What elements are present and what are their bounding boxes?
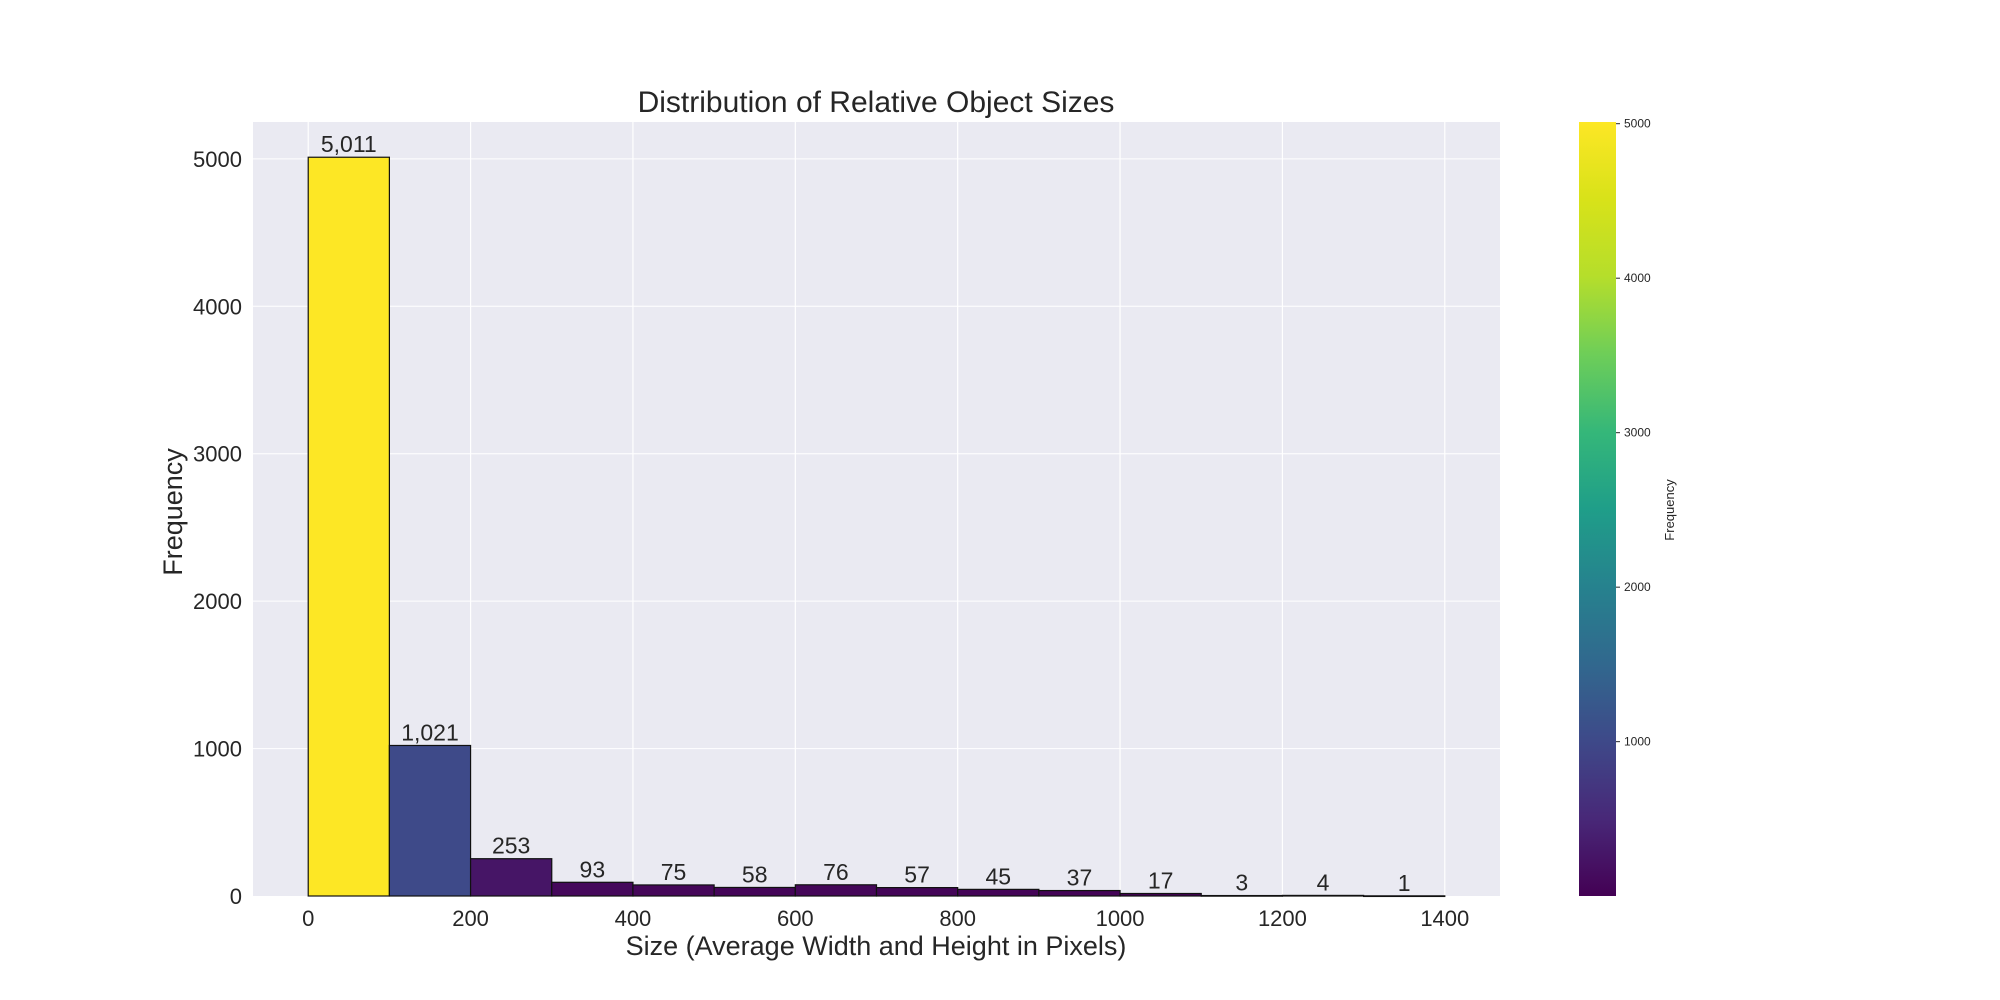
histogram-bar: [957, 888, 1040, 897]
histogram-bar: [307, 156, 390, 897]
colorbar-tick-label: 5000: [1624, 117, 1651, 131]
y-axis-label: Frequency: [158, 448, 188, 576]
x-tick-label: 1000: [1096, 906, 1145, 931]
histogram-bar: [1363, 895, 1446, 898]
y-tick-label: 1000: [193, 737, 242, 762]
x-tick-label: 400: [615, 906, 652, 931]
x-tick-label: 1400: [1420, 906, 1469, 931]
bar-value-label: 1: [1398, 870, 1411, 896]
bar-value-label: 93: [580, 856, 606, 882]
histogram-bar: [1038, 889, 1121, 897]
y-tick-label: 4000: [193, 294, 242, 319]
histogram-bar: [713, 886, 796, 897]
bar-value-label: 75: [661, 859, 687, 885]
histogram-bar: [551, 881, 634, 897]
x-tick-label: 200: [452, 906, 489, 931]
bar-value-label: 58: [742, 861, 768, 887]
y-axis-ticks: 0 1000 2000 3000 4000 5000: [193, 147, 242, 909]
bar-value-label: 76: [823, 859, 849, 885]
x-axis-ticks: 0 200 400 600 800 1000 1200 1400: [302, 906, 1469, 931]
bar-value-label: 45: [985, 863, 1011, 889]
y-tick-label: 0: [230, 884, 242, 909]
colorbar-tick-label: 3000: [1624, 426, 1651, 440]
colorbar-tick-label: 4000: [1624, 271, 1651, 285]
colorbar-tick-label: 1000: [1624, 735, 1651, 749]
bar-value-label: 17: [1148, 867, 1174, 893]
colorbar-label: Frequency: [1662, 479, 1677, 541]
x-tick-label: 600: [777, 906, 814, 931]
bar-value-labels: 5,011 1,021 253 93 75 58 76 57 45 37 17 3 4 1: [321, 131, 1411, 896]
bar-value-label: 5,011: [321, 131, 377, 157]
x-tick-label: 800: [939, 906, 976, 931]
histogram-bar: [388, 744, 472, 897]
y-tick-label: 2000: [193, 589, 242, 614]
bar-value-label: 57: [904, 862, 930, 888]
colorbar-tick-label: 2000: [1624, 580, 1651, 594]
y-tick-label: 3000: [193, 442, 242, 467]
grid-lines: [253, 122, 1500, 896]
histogram-bar: [1281, 894, 1365, 897]
chart-title: Distribution of Relative Object Sizes: [638, 86, 1115, 119]
x-tick-label: 1200: [1258, 906, 1307, 931]
colorbar-ticks: 1000 2000 3000 4000 5000: [1616, 117, 1651, 749]
bar-value-label: 4: [1317, 869, 1330, 895]
x-axis-label: Size (Average Width and Height in Pixels…: [626, 931, 1127, 961]
histogram-bar: [875, 886, 959, 897]
bar-value-label: 253: [492, 833, 530, 859]
histogram-bar: [1119, 892, 1202, 897]
bar-value-label: 1,021: [401, 719, 459, 745]
colorbar: [1579, 122, 1616, 896]
x-tick-label: 0: [302, 906, 314, 931]
y-tick-label: 5000: [193, 147, 242, 172]
histogram-bar: [469, 858, 553, 897]
histogram-bar: [632, 884, 715, 897]
bar-value-label: 3: [1235, 870, 1248, 896]
histogram-bar: [1200, 894, 1284, 897]
histogram-bars: [307, 156, 1446, 898]
bar-value-label: 37: [1067, 865, 1093, 891]
histogram-bar: [794, 884, 878, 897]
